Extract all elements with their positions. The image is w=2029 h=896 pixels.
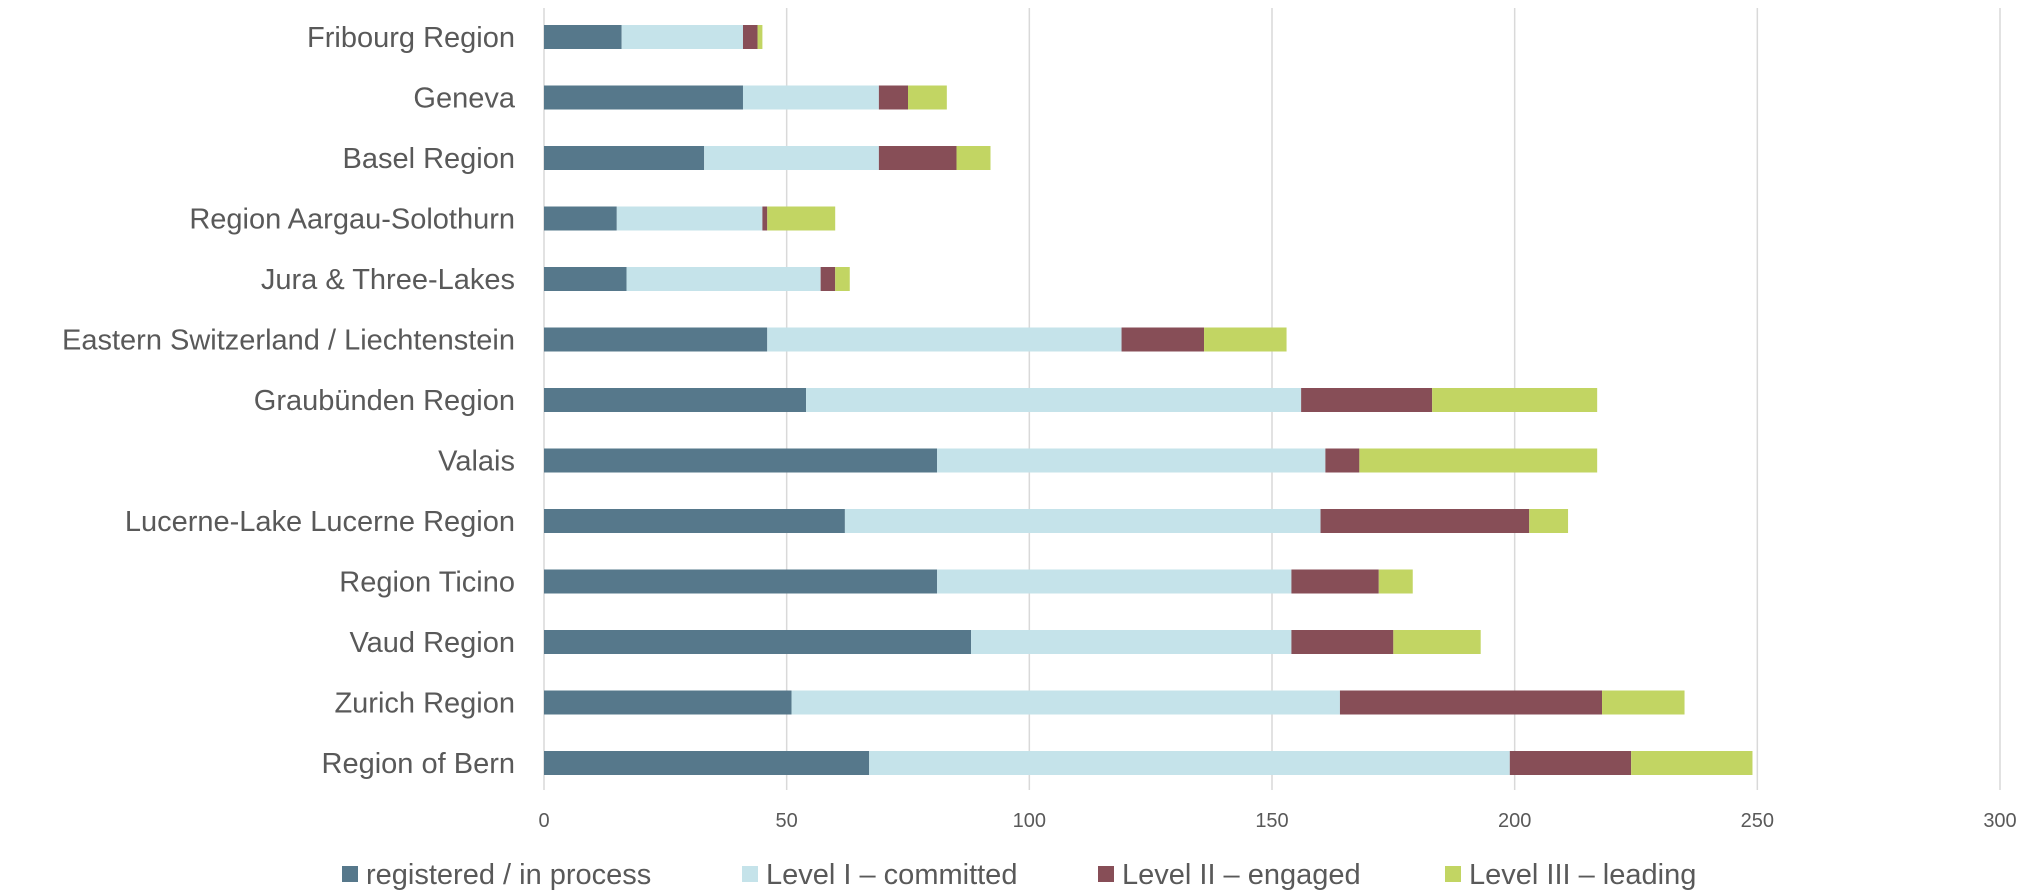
bar-segment [878,146,957,170]
bar-segment [544,388,807,412]
bar-segment [1121,327,1205,352]
legend-swatch [1098,866,1114,882]
bar-segment [544,206,617,231]
bar-segment [1602,690,1685,715]
category-label: Fribourg Region [307,22,515,54]
bar-segment [742,25,758,49]
bar-segment [757,25,763,49]
bar-segment [1204,327,1287,352]
bar-segment [544,569,938,594]
bar-segment [544,25,622,49]
x-tick-labels: 0 50 100 150 200 250 300 [538,810,2016,832]
bars [544,25,1753,775]
bar-segment [544,267,627,291]
x-tick-label: 250 [1741,810,1774,832]
bar-segment [1631,751,1753,775]
category-label: Lucerne-Lake Lucerne Region [125,506,515,538]
category-label: Valais [438,446,515,478]
category-label: Basel Region [343,143,516,175]
x-tick-label: 50 [776,810,798,832]
bar-segment [1393,630,1481,654]
bar-segment [791,690,1340,715]
bar-segment [544,690,792,715]
bar-segment [704,146,879,170]
bar-segment [616,206,763,231]
bar-segment [544,85,743,110]
bar-segment [1378,569,1413,594]
category-label: Graubünden Region [254,385,515,417]
bar-segment [544,751,870,775]
bar-segment [621,25,743,49]
bar-segment [544,146,705,170]
category-label: Geneva [413,83,515,115]
category-label: Region Ticino [339,567,515,599]
x-tick-label: 0 [538,810,549,832]
bar-segment [869,751,1510,775]
bar-segment [844,509,1321,533]
bar-segment [820,267,836,291]
bar-segment [1339,690,1603,715]
legend-swatch [742,866,758,882]
bar-segment [626,267,821,291]
bar-segment [544,448,938,473]
bar-segment [806,388,1302,412]
bar-segment [956,146,991,170]
bar-segment [937,569,1292,594]
bar-segment [1291,630,1394,654]
bar-segment [767,206,836,231]
legend-label: Level III – leading [1469,859,1696,891]
x-tick-label: 150 [1255,810,1288,832]
category-label: Region of Bern [322,748,515,780]
bar-segment [544,630,972,654]
bar-segment [908,85,947,110]
category-label: Region Aargau-Solothurn [189,204,515,236]
bar-segment [937,448,1326,473]
bar-segment [1320,509,1530,533]
bar-segment [767,327,1122,352]
bar-segment [762,206,768,231]
bar-segment [742,85,879,110]
category-labels: Fribourg Region Geneva Basel Region Region … [62,22,516,780]
bar-segment [1509,751,1632,775]
legend-swatch [1445,866,1461,882]
legend-label: registered / in process [366,859,651,891]
bar-segment [1301,388,1433,412]
bar-segment [1325,448,1360,473]
bar-segment [835,267,850,291]
legend-label: Level II – engaged [1122,859,1361,891]
bar-segment [1291,569,1379,594]
legend-label: Level I – committed [766,859,1017,891]
category-label: Vaud Region [349,627,515,659]
bar-segment [1432,388,1598,412]
category-label: Eastern Switzerland / Liechtenstein [62,325,515,357]
category-label: Zurich Region [334,688,515,720]
bar-segment [971,630,1292,654]
bar-segment [544,327,768,352]
x-tick-label: 300 [1983,810,2016,832]
bar-segment [1359,448,1598,473]
bar-segment [544,509,845,533]
legend-swatch [342,866,358,882]
bar-segment [1529,509,1569,533]
x-tick-label: 100 [1013,810,1046,832]
x-tick-label: 200 [1498,810,1531,832]
category-label: Jura & Three-Lakes [261,264,515,296]
bar-segment [878,85,908,110]
legend: registered / in process Level I – committ… [342,859,1696,891]
